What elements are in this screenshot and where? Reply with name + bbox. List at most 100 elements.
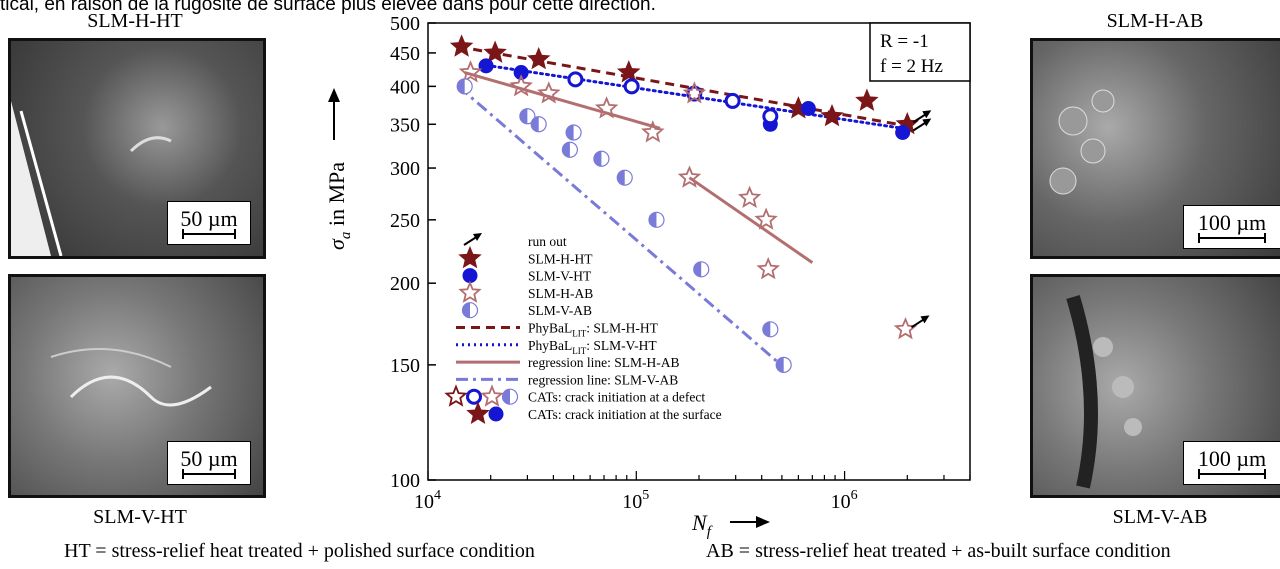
x-tick-label: 106 <box>831 488 858 513</box>
data-point <box>895 125 911 141</box>
data-point <box>641 120 665 143</box>
footnote-ht: HT = stress-relief heat treated + polish… <box>64 540 535 562</box>
data-point <box>567 71 584 88</box>
svg-text:Nf: Nf <box>691 510 713 540</box>
data-point <box>449 34 474 57</box>
legend-marker <box>466 388 482 405</box>
data-point <box>786 96 811 119</box>
footnote-ab: AB = stress-relief heat treated + as-bui… <box>706 540 1171 562</box>
top-caption-text: tical, en raison de la rugosité de surfa… <box>0 0 656 15</box>
image-label-bottom-left: SLM-V-HT <box>93 506 187 528</box>
x-axis: 104 105 106 <box>414 471 971 513</box>
scale-value: 100 µm <box>1197 210 1267 235</box>
data-point <box>458 60 483 83</box>
run-out-arrows <box>910 110 932 329</box>
data-point <box>724 92 741 109</box>
data-point <box>648 211 665 228</box>
fit-line <box>479 63 905 130</box>
micrograph-bottom-left: 50 µm <box>8 274 266 498</box>
data-point <box>800 100 816 116</box>
x-tick-label: 105 <box>622 488 649 513</box>
y-title-symbol: σ <box>324 238 349 250</box>
scale-bar-top-left: 50 µm <box>167 201 251 245</box>
scale-bar-bottom-right: 100 µm <box>1183 441 1280 485</box>
legend-label: PhyBaLLIT: SLM-V-HT <box>528 338 657 356</box>
micrograph-top-left: 50 µm <box>8 38 266 259</box>
data-point <box>895 111 919 135</box>
image-label-top-left: SLM-H-HT <box>87 10 183 32</box>
legend-marker <box>462 268 478 284</box>
scale-bar-bottom-left: 50 µm <box>167 441 251 485</box>
x-axis-title: Nf <box>691 510 770 540</box>
data-point <box>820 103 844 127</box>
run-out-arrow <box>910 315 930 329</box>
y-title-text: in MPa <box>324 162 349 232</box>
data-point <box>526 46 551 70</box>
legend-label: SLM-V-AB <box>528 303 592 318</box>
legend-marker <box>466 401 490 424</box>
data-point <box>762 321 779 338</box>
legend: run out SLM-H-HT SLM-V-HT SLM-H-AB SLM-V-AB P… <box>444 233 722 424</box>
legend-marker <box>458 280 482 303</box>
data-point <box>754 207 778 230</box>
fit-line <box>688 176 814 264</box>
data-point <box>737 185 762 208</box>
scale-value: 50 µm <box>180 206 238 231</box>
y-tick-label: 300 <box>390 158 420 180</box>
data-point <box>677 165 702 188</box>
y-axis: 100 150 200 250 300 350 400 450 500 <box>390 13 436 492</box>
run-out-arrow <box>912 118 932 132</box>
y-title-sub: a <box>338 232 354 240</box>
y-tick-label: 150 <box>390 355 420 377</box>
legend-label: regression line: SLM-V-AB <box>528 372 678 387</box>
data-point <box>893 316 918 340</box>
fit-line <box>457 85 787 370</box>
data-point <box>616 60 641 83</box>
y-axis-title-arrow <box>328 88 340 140</box>
run-out-arrow <box>463 233 482 246</box>
data-point <box>513 65 529 81</box>
fit-lines <box>457 45 908 370</box>
legend-marker <box>458 245 482 269</box>
data-point <box>775 356 792 373</box>
micrograph-texture <box>1066 294 1142 489</box>
legend-label: SLM-H-HT <box>528 251 593 266</box>
data-point <box>762 116 778 132</box>
data-point <box>565 124 582 141</box>
legend-marker <box>444 384 468 407</box>
x-title-symbol: N <box>691 510 708 535</box>
image-label-top-right: SLM-H-AB <box>1106 10 1204 32</box>
y-tick-label: 200 <box>390 273 420 295</box>
condition-frequency: f = 2 Hz <box>880 56 943 77</box>
data-points <box>449 34 919 373</box>
legend-label: SLM-H-AB <box>528 286 593 301</box>
data-point <box>537 81 561 104</box>
legend-marker <box>480 384 504 407</box>
legend-label: PhyBaLLIT: SLM-H-HT <box>528 321 659 339</box>
legend-label: SLM-V-HT <box>528 269 592 284</box>
y-tick-label: 250 <box>390 210 420 232</box>
image-label-bottom-right: SLM-V-AB <box>1112 506 1208 528</box>
data-point <box>855 88 879 111</box>
micrograph-bottom-right: 100 µm <box>1030 274 1280 498</box>
condition-ratio: R = -1 <box>880 31 929 52</box>
micrograph-top-right: 100 µm <box>1030 38 1280 259</box>
legend-label: run out <box>528 234 567 249</box>
micrograph-texture <box>50 348 212 407</box>
data-point <box>686 85 703 102</box>
legend-label: regression line: SLM-H-AB <box>528 355 679 370</box>
scale-bar-top-right: 100 µm <box>1183 205 1280 249</box>
svg-text:σa in MPa: σa in MPa <box>324 162 354 250</box>
data-point <box>762 108 779 125</box>
data-point <box>593 150 610 167</box>
legend-marker <box>488 406 504 422</box>
data-point <box>483 40 507 63</box>
x-title-sub: f <box>707 524 713 540</box>
y-axis-title: σa in MPa <box>324 162 354 250</box>
x-tick-label: 104 <box>414 488 441 513</box>
run-out-arrow <box>912 110 932 124</box>
fit-line <box>458 45 908 128</box>
data-point <box>594 96 619 119</box>
fit-line <box>464 71 661 130</box>
y-tick-label: 100 <box>390 470 420 492</box>
